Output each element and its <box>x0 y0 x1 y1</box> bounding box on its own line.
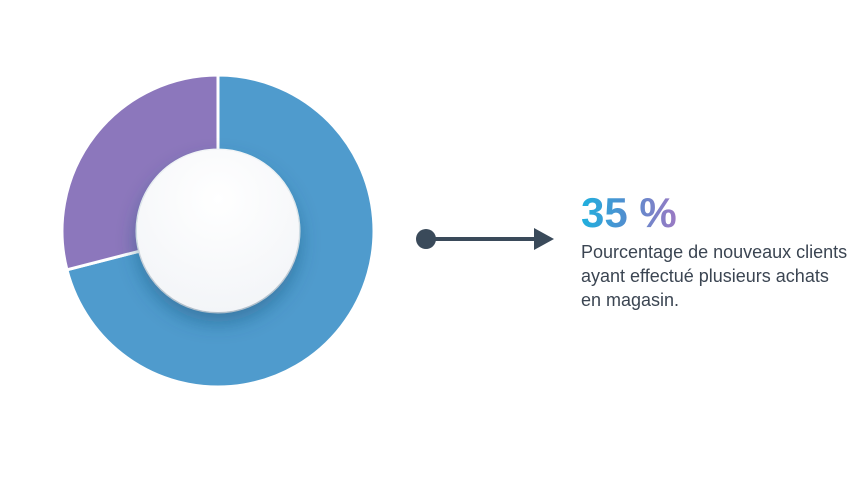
callout-value: 35 % <box>581 189 677 236</box>
donut-chart <box>60 73 376 389</box>
donut-hole <box>137 150 299 312</box>
callout-description: Pourcentage de nouveaux clients ayant ef… <box>581 242 848 310</box>
arrow-icon <box>416 228 554 250</box>
callout: 35 % Pourcentage de nouveaux clients aya… <box>581 190 851 312</box>
